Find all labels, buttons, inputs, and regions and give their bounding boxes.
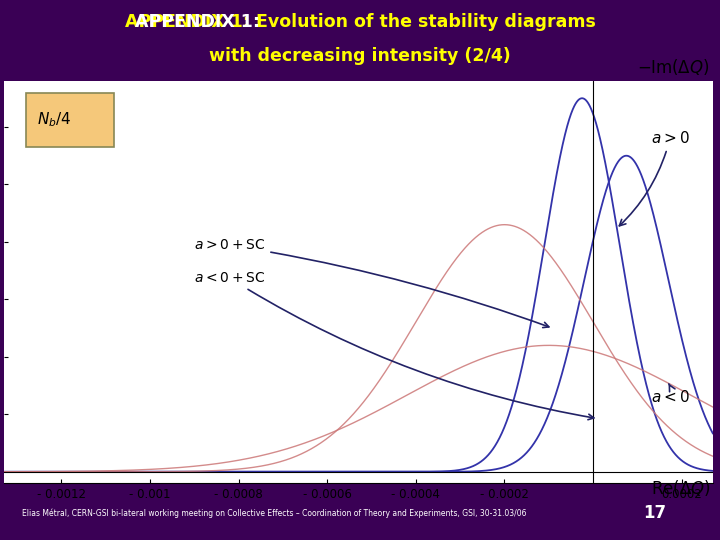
- Text: APPENDIX 1:: APPENDIX 1:: [135, 13, 260, 31]
- Text: Elias Métral, CERN-GSI bi-lateral working meeting on Collective Effects – Coordi: Elias Métral, CERN-GSI bi-lateral workin…: [22, 508, 526, 518]
- Text: $a<0+\mathrm{SC}$: $a<0+\mathrm{SC}$: [194, 271, 594, 420]
- Text: with decreasing intensity (2/4): with decreasing intensity (2/4): [209, 48, 511, 65]
- Text: $a>0$: $a>0$: [619, 130, 690, 226]
- FancyBboxPatch shape: [26, 93, 114, 147]
- Text: $a<0$: $a<0$: [651, 384, 690, 405]
- Text: $a>0+\mathrm{SC}$: $a>0+\mathrm{SC}$: [194, 238, 549, 328]
- Text: $\mathrm{Re}(\Delta Q)$: $\mathrm{Re}(\Delta Q)$: [651, 477, 711, 497]
- Text: $-\mathrm{Im}(\Delta Q)$: $-\mathrm{Im}(\Delta Q)$: [637, 57, 710, 77]
- Text: 17: 17: [644, 504, 667, 522]
- Text: APPENDIX 1: Evolution of the stability diagrams: APPENDIX 1: Evolution of the stability d…: [125, 13, 595, 31]
- Text: $N_b/4$: $N_b/4$: [37, 111, 72, 130]
